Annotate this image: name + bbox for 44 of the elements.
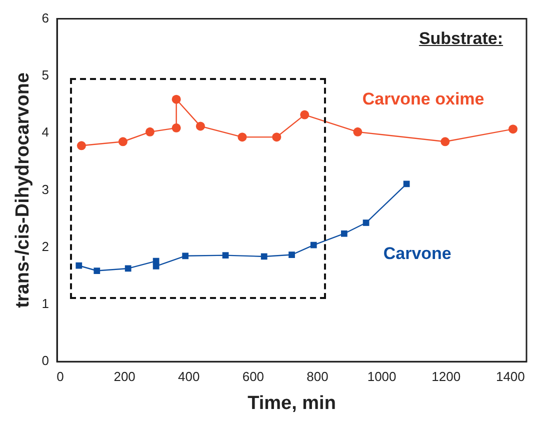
point — [172, 94, 181, 104]
series-label: Carvone oxime — [362, 90, 484, 108]
y-tick-label: 0 — [42, 353, 50, 368]
y-tick-label: 6 — [42, 10, 50, 26]
point — [403, 180, 410, 188]
point — [94, 268, 100, 274]
point — [508, 124, 518, 134]
annotation: Substrate: — [418, 29, 504, 50]
point — [353, 127, 362, 136]
point — [152, 263, 160, 270]
point — [260, 253, 268, 260]
point — [145, 127, 154, 136]
point — [172, 123, 181, 132]
y-tick-label: 2 — [42, 238, 50, 254]
y-tick-label: 5 — [42, 68, 50, 83]
point — [300, 110, 310, 120]
series-label: Carvone — [383, 244, 452, 263]
y-tick-label: 1 — [42, 296, 50, 312]
point — [288, 252, 295, 258]
point — [124, 265, 132, 272]
point — [340, 230, 348, 237]
point — [182, 252, 189, 260]
x-tick-label: 800 — [306, 368, 328, 384]
y-tick-label: 3 — [42, 182, 50, 197]
x-tick-label: 400 — [178, 368, 200, 384]
y-tick-label: 4 — [42, 124, 50, 140]
point — [440, 137, 450, 146]
point — [310, 242, 317, 248]
point — [362, 220, 370, 226]
x-tick-label: 0 — [56, 368, 64, 384]
x-tick-label: 600 — [242, 368, 264, 384]
x-tick-label: 1200 — [432, 368, 461, 384]
point — [222, 252, 229, 259]
y-axis-title: trans-/cis-Dihydrocarvone — [12, 72, 34, 308]
x-tick-label: 200 — [114, 368, 136, 384]
x-tick-label: 1400 — [496, 368, 525, 384]
x-axis-title: Time, min — [248, 392, 336, 414]
point — [76, 141, 86, 150]
point — [238, 132, 247, 142]
x-tick-label: 1000 — [367, 368, 396, 384]
point — [118, 137, 128, 146]
point — [76, 262, 82, 269]
point — [272, 132, 282, 142]
point — [196, 122, 205, 131]
